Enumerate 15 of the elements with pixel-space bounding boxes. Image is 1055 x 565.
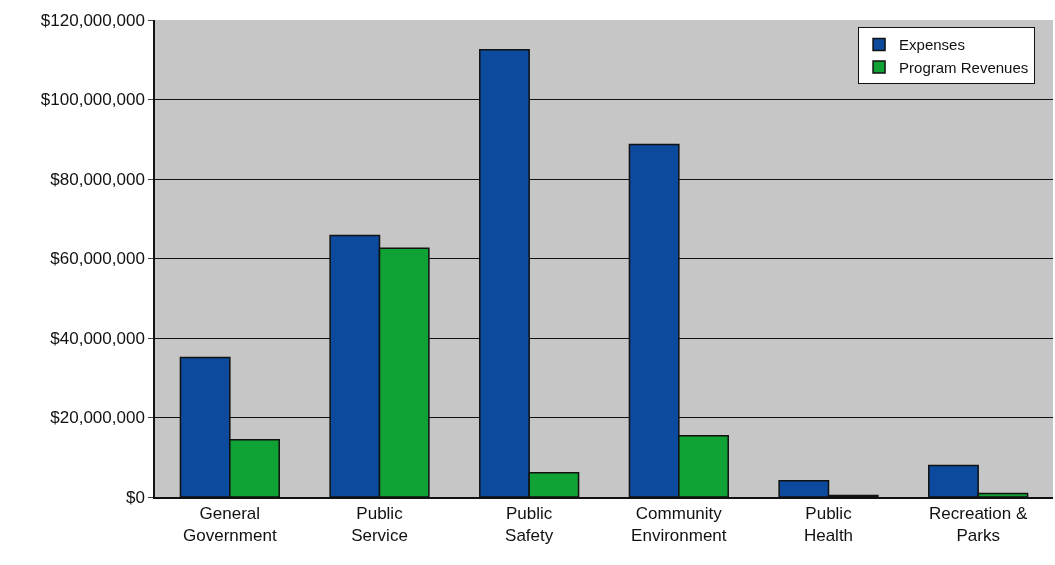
- y-tick-label: $20,000,000: [50, 408, 145, 428]
- x-tick-label: Public Service: [351, 504, 408, 546]
- x-tick-label: General Government: [183, 504, 277, 546]
- y-tick-label: $60,000,000: [50, 249, 145, 269]
- x-tick-label: Community Environment: [631, 504, 727, 546]
- x-tick-label: Recreation & Parks: [929, 504, 1028, 546]
- x-tick-label: Public Health: [803, 504, 854, 546]
- y-tick-label: $40,000,000: [50, 328, 145, 348]
- x-tick-label: Public Safety: [505, 504, 554, 546]
- legend-label: Program Revenues: [899, 58, 1029, 76]
- y-tick-label: $100,000,000: [40, 90, 145, 110]
- y-tick-label: $120,000,000: [40, 10, 145, 30]
- y-tick-label: $0: [125, 487, 145, 507]
- y-tick-label: $80,000,000: [50, 169, 145, 189]
- legend-label: Expenses: [899, 36, 965, 54]
